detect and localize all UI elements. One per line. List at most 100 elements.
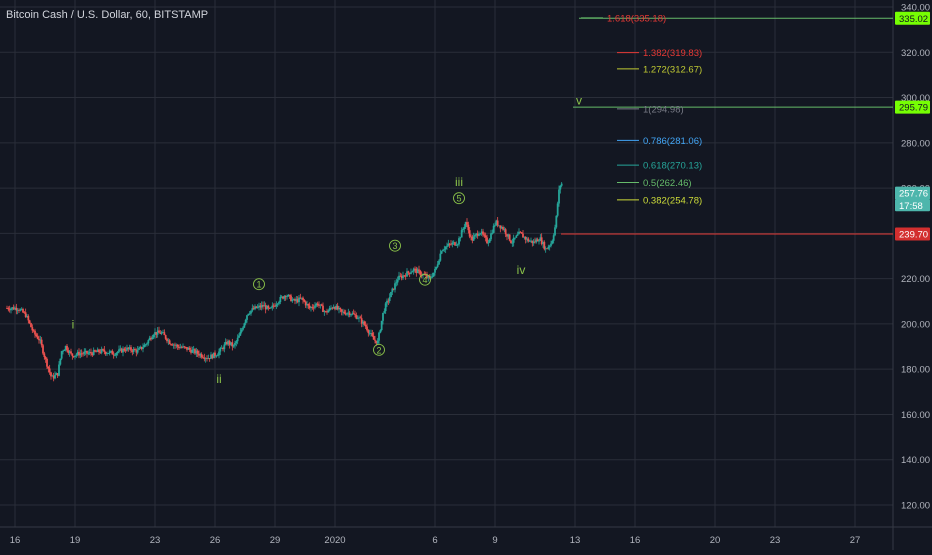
candle-body bbox=[363, 321, 366, 325]
candle-body bbox=[211, 354, 214, 359]
candle-body bbox=[272, 305, 275, 307]
candle-body bbox=[170, 344, 172, 345]
candle-body bbox=[359, 317, 362, 319]
candle-body bbox=[551, 240, 554, 244]
candle-body bbox=[339, 307, 342, 310]
candle-body bbox=[96, 349, 99, 352]
candle-body bbox=[402, 275, 404, 279]
candle-body bbox=[556, 203, 559, 216]
candle-body bbox=[76, 351, 79, 355]
candle-body bbox=[483, 234, 486, 236]
candle-body bbox=[510, 240, 512, 244]
candle-body bbox=[108, 351, 111, 354]
candle-body bbox=[328, 307, 331, 311]
candle-body bbox=[327, 310, 330, 313]
candle-body bbox=[471, 236, 474, 241]
candle-body bbox=[452, 242, 455, 244]
candle-body bbox=[374, 339, 376, 341]
candle-body bbox=[142, 347, 144, 349]
candle-body bbox=[14, 307, 16, 310]
candle-body bbox=[319, 304, 322, 306]
candle-body bbox=[539, 237, 542, 241]
candle-body bbox=[284, 296, 287, 297]
candle-body bbox=[190, 349, 192, 353]
candle-body bbox=[80, 353, 83, 355]
candle-body bbox=[27, 315, 30, 321]
candle-body bbox=[223, 344, 226, 350]
candle-body bbox=[232, 345, 235, 347]
candle-body bbox=[508, 234, 511, 241]
candle-body bbox=[370, 333, 372, 334]
y-tick-label: 180.00 bbox=[901, 365, 930, 376]
candle-body bbox=[311, 306, 314, 308]
candle-body bbox=[18, 309, 20, 311]
candle-body bbox=[280, 296, 283, 298]
candle-body bbox=[459, 237, 462, 239]
x-tick-label: 16 bbox=[10, 535, 21, 546]
candle-body bbox=[68, 351, 71, 354]
candle-body bbox=[360, 318, 363, 324]
y-tick-label: 340.00 bbox=[901, 3, 930, 14]
x-tick-label: 20 bbox=[710, 535, 721, 546]
candle-body bbox=[394, 283, 396, 290]
candle-body bbox=[559, 185, 562, 190]
candle-body bbox=[140, 346, 143, 349]
candle-body bbox=[540, 237, 543, 245]
candle-body bbox=[250, 310, 252, 314]
candle-body bbox=[304, 301, 307, 306]
candle-body bbox=[380, 320, 383, 331]
candle-body bbox=[542, 242, 544, 245]
candle-body bbox=[535, 239, 538, 243]
candle-body bbox=[486, 237, 488, 244]
candle-body bbox=[492, 225, 495, 233]
candle-body bbox=[218, 351, 220, 356]
candle-body bbox=[122, 348, 124, 353]
candle-body bbox=[390, 291, 392, 298]
candle-body bbox=[136, 349, 139, 353]
candle-body bbox=[532, 241, 535, 244]
y-tick-label: 300.00 bbox=[901, 93, 930, 104]
y-tick-label: 220.00 bbox=[901, 274, 930, 285]
candle-body bbox=[375, 340, 378, 344]
candle-body bbox=[332, 307, 335, 309]
candle-body bbox=[515, 235, 518, 238]
candle-body bbox=[88, 352, 91, 354]
candle-body bbox=[114, 355, 116, 356]
candle-body bbox=[340, 309, 343, 312]
candle-body bbox=[523, 236, 526, 238]
candle-body bbox=[244, 319, 247, 324]
candle-body bbox=[268, 307, 271, 309]
candle-body bbox=[290, 295, 292, 302]
candle-body bbox=[303, 300, 306, 302]
candle-body bbox=[230, 342, 232, 345]
candle-body bbox=[50, 372, 52, 377]
candle-body bbox=[6, 308, 8, 309]
candle-body bbox=[495, 220, 498, 225]
candle-body bbox=[95, 351, 98, 353]
candle-body bbox=[168, 340, 171, 345]
candle-body bbox=[474, 234, 476, 237]
candle-body bbox=[106, 353, 108, 355]
y-tick-label: 320.00 bbox=[901, 48, 930, 59]
candle-body bbox=[312, 307, 315, 309]
candle-body bbox=[171, 344, 174, 346]
candle-body bbox=[247, 313, 250, 316]
candle-body bbox=[554, 227, 556, 236]
candle-body bbox=[56, 373, 59, 376]
candle-body bbox=[174, 344, 176, 346]
candle-body bbox=[116, 351, 119, 354]
candle-body bbox=[302, 297, 304, 301]
candle-body bbox=[240, 329, 243, 332]
wave-label: v bbox=[576, 93, 582, 107]
candle-body bbox=[395, 282, 398, 284]
candle-body bbox=[226, 341, 228, 345]
candle-body bbox=[424, 274, 427, 276]
candle-body bbox=[310, 306, 312, 309]
candle-body bbox=[342, 311, 344, 313]
candle-body bbox=[150, 337, 152, 340]
candle-body bbox=[99, 352, 102, 353]
candle-body bbox=[496, 220, 499, 226]
candle-body bbox=[414, 268, 416, 270]
candle-body bbox=[15, 307, 18, 311]
